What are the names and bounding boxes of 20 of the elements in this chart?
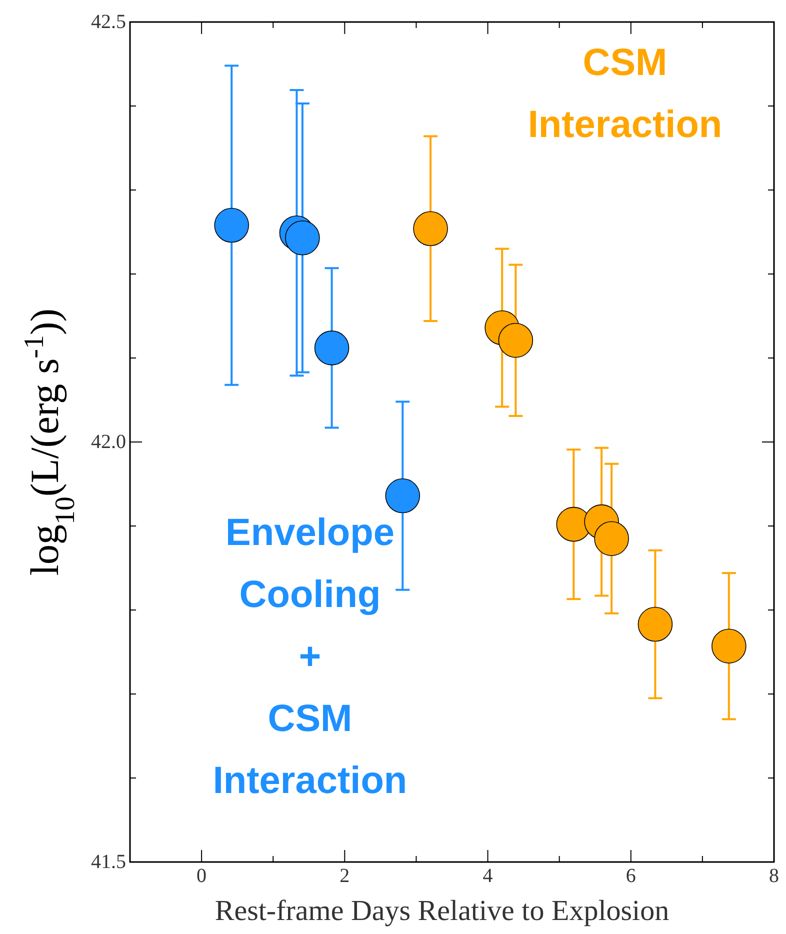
x-axis-title: Rest-frame Days Relative to Explosion (214, 895, 670, 927)
y-tick-label: 42.5 (91, 11, 126, 33)
text: 42.0 (91, 431, 126, 453)
point (285, 220, 320, 256)
point (638, 606, 673, 642)
point (594, 521, 629, 556)
point (385, 478, 420, 514)
point (214, 208, 250, 243)
annotation: Envelope Cooling + CSM Interaction (212, 512, 408, 802)
annotation: CSM Interaction (528, 42, 722, 146)
point (314, 330, 350, 366)
x-tick-label: 4 (482, 865, 493, 887)
point (712, 628, 746, 664)
point (413, 211, 448, 246)
x-tick-label: 6 (626, 865, 636, 887)
x-tick-label: 0 (196, 865, 207, 887)
x-tick-label: 2 (340, 865, 350, 887)
y-tick-label: 41.5 (91, 851, 126, 873)
point (498, 322, 534, 358)
x-tick-label: 8 (769, 865, 779, 887)
